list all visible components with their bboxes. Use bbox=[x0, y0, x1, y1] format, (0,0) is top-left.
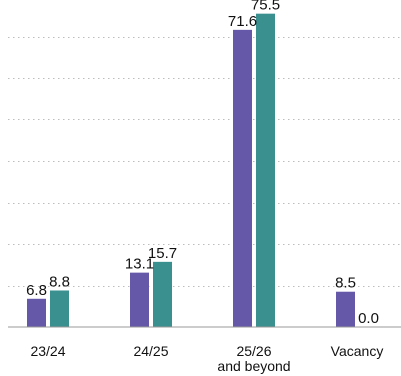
category-label-1-0: 24/25 bbox=[133, 343, 168, 359]
data-label-series1-3: 8.5 bbox=[335, 275, 356, 292]
category-label-3-0: Vacancy bbox=[331, 343, 384, 359]
bar-series1-3 bbox=[336, 291, 355, 327]
category-label-2-1: and beyond bbox=[217, 358, 290, 374]
data-labels: 6.8 13.1 71.6 8.5 8.8 15.7 75.5 0.0 bbox=[26, 0, 379, 327]
bar-series1-2 bbox=[233, 29, 252, 328]
data-label-series2-0: 8.8 bbox=[49, 273, 70, 290]
bar-series2-0 bbox=[50, 290, 69, 327]
bars bbox=[27, 13, 355, 328]
gridlines bbox=[8, 37, 401, 287]
data-label-series2-3: 0.0 bbox=[358, 310, 379, 327]
data-label-series1-1: 13.1 bbox=[125, 256, 154, 273]
bar-series2-2 bbox=[256, 13, 275, 328]
data-label-series2-1: 15.7 bbox=[148, 245, 177, 262]
bar-series1-1 bbox=[130, 272, 149, 327]
data-label-series1-0: 6.8 bbox=[26, 282, 47, 299]
category-label-0-0: 23/24 bbox=[30, 343, 65, 359]
category-label-2-0: 25/26 bbox=[236, 343, 271, 359]
data-label-series2-2: 75.5 bbox=[251, 0, 280, 14]
data-label-series1-2: 71.6 bbox=[228, 13, 257, 30]
bar-series1-0 bbox=[27, 298, 46, 327]
bar-series2-1 bbox=[153, 261, 172, 327]
